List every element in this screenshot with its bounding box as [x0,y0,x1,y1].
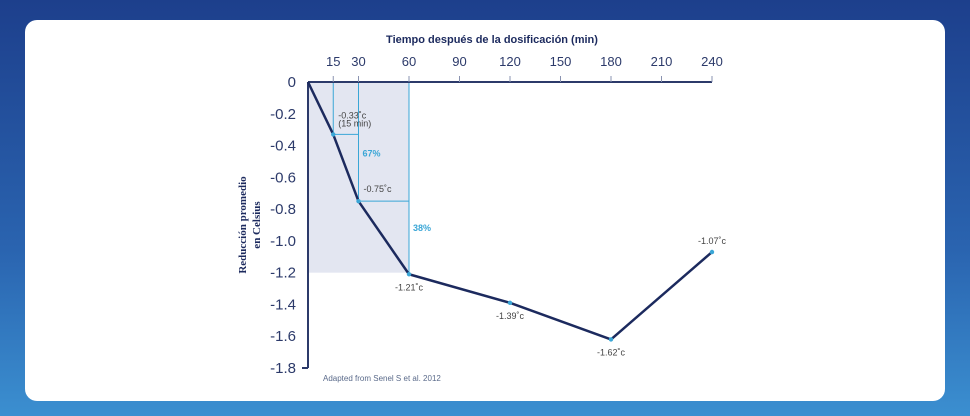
data-point [331,132,336,137]
y-axis-title-line: Reducción promedio [237,176,249,274]
data-point [709,249,715,255]
x-axis-title: Tiempo después de la dosificación (min) [386,34,598,46]
y-tick-label: 0 [288,74,296,91]
x-tick-label: 180 [600,54,622,69]
percent-annotation: 67% [363,149,381,159]
data-point [608,337,614,342]
y-tick-label: -1.4 [270,296,296,313]
y-axis-title-line: en Celsius [251,201,263,249]
data-point [356,198,361,204]
data-label: -0.33˚c [338,110,367,120]
x-tick-label: 240 [701,54,723,69]
x-tick-label: 30 [351,54,365,69]
data-label: -1.39˚c [496,311,525,321]
x-tick-label: 15 [326,54,340,69]
x-tick-label: 150 [550,54,572,69]
x-tick-label: 120 [499,54,521,69]
y-tick-label: -1.0 [270,233,296,250]
y-tick-label: -0.4 [270,138,296,155]
data-label-sub: (15 min) [338,118,371,128]
source-note: Adapted from Senel S et al. 2012 [323,374,441,383]
y-tick-label: -1.6 [270,328,296,345]
y-tick-label: -1.2 [270,265,296,282]
x-tick-label: 90 [452,54,466,69]
data-point [406,272,412,277]
chart-card [25,20,945,401]
data-label: -1.21˚c [395,282,424,292]
y-tick-label: -0.2 [270,106,296,123]
data-label: -0.75˚c [364,184,393,194]
y-axis-title: Reducción promedio en Celsius [237,176,263,274]
y-tick-label: -0.8 [270,201,296,218]
data-label: -1.62˚c [597,347,626,357]
y-tick-label: -1.8 [270,360,296,377]
x-tick-label: 60 [402,54,416,69]
x-tick-label: 210 [651,54,673,69]
percent-annotation: 38% [413,223,431,233]
y-tick-label: -0.6 [270,169,296,186]
data-label: -1.07˚c [698,236,727,246]
data-point [507,300,513,306]
